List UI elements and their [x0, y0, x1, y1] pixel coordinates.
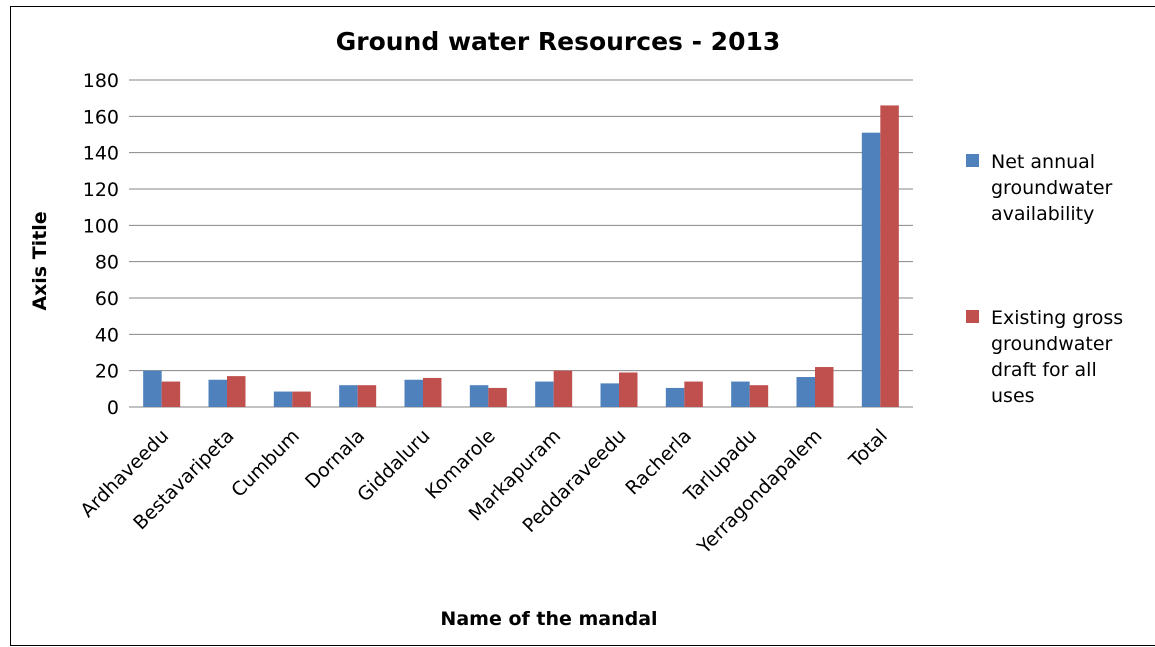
bar-gross-draft — [227, 376, 246, 407]
bar-gross-draft — [815, 367, 834, 407]
y-tick-label: 120 — [83, 179, 119, 201]
bar-net-availability — [535, 381, 554, 407]
x-tick-label: Total — [844, 425, 892, 473]
y-tick-label: 180 — [83, 70, 119, 92]
bar-net-availability — [469, 385, 489, 407]
y-tick-label: 20 — [95, 361, 119, 383]
x-tick-label: Yerragondapalem — [693, 425, 827, 559]
bar-net-availability — [796, 377, 815, 407]
x-tick-label: Cumbum — [227, 425, 304, 502]
bar-net-availability — [861, 132, 881, 407]
bar-gross-draft — [619, 372, 638, 407]
legend-label: availability — [991, 203, 1094, 225]
bar-net-availability — [731, 381, 750, 407]
bar-gross-draft — [749, 385, 769, 407]
bar-net-availability — [339, 385, 358, 407]
bar-gross-draft — [553, 370, 573, 407]
legend: Net annual groundwater availability Existin… — [966, 151, 1123, 407]
y-tick-label: 100 — [83, 215, 119, 237]
y-axis-title: Axis Title — [29, 211, 51, 310]
y-tick-label: 40 — [95, 324, 119, 346]
bar-net-availability — [208, 379, 227, 407]
legend-label: groundwater — [991, 177, 1113, 199]
legend-label: uses — [991, 385, 1035, 407]
bar-net-availability — [273, 391, 293, 407]
legend-swatch — [966, 310, 979, 323]
y-tick-label: 160 — [83, 106, 119, 128]
legend-label: groundwater — [991, 333, 1113, 355]
x-axis-ticks: ArdhaveeduBestavaripetaCumbumDornalaGidd… — [76, 425, 892, 559]
y-tick-label: 0 — [107, 397, 119, 419]
bar-gross-draft — [488, 387, 507, 407]
legend-label: draft for all — [991, 359, 1097, 381]
legend-label: Existing gross — [991, 307, 1123, 329]
x-axis-title: Name of the mandal — [440, 608, 657, 630]
y-axis-ticks: 0 20 40 60 80 100 120 140 160 180 — [83, 70, 119, 419]
legend-label: Net annual — [991, 151, 1095, 173]
bar-gross-draft — [423, 377, 442, 407]
chart: Ground water Resources - 2013 Axis Title… — [29, 27, 1123, 630]
bar-net-availability — [143, 370, 162, 407]
y-tick-label: 60 — [95, 288, 119, 310]
legend-swatch — [966, 154, 979, 167]
bar-net-availability — [404, 379, 423, 407]
bars — [143, 105, 899, 407]
y-tick-label: 80 — [95, 252, 119, 274]
bar-net-availability — [600, 383, 619, 407]
bar-net-availability — [665, 387, 685, 407]
bar-gross-draft — [292, 391, 311, 407]
bar-gross-draft — [161, 381, 181, 407]
bar-gross-draft — [880, 105, 899, 407]
chart-frame: Ground water Resources - 2013 Axis Title… — [10, 6, 1155, 646]
bar-gross-draft — [684, 381, 703, 407]
x-tick-label: Dornala — [301, 425, 369, 493]
gridlines — [129, 79, 913, 408]
bar-gross-draft — [357, 385, 377, 407]
y-tick-label: 140 — [83, 143, 119, 165]
chart-title: Ground water Resources - 2013 — [336, 27, 781, 56]
